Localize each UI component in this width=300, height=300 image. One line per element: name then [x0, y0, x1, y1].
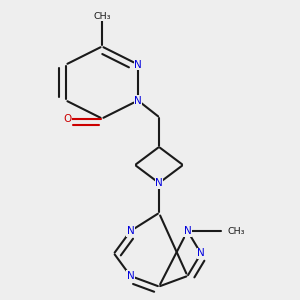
Text: CH₃: CH₃	[93, 12, 111, 21]
Text: N: N	[134, 59, 142, 70]
Text: N: N	[184, 226, 191, 236]
Text: N: N	[134, 95, 142, 106]
Text: N: N	[197, 248, 205, 259]
Text: N: N	[127, 226, 134, 236]
Text: N: N	[127, 271, 134, 281]
Text: O: O	[63, 113, 72, 124]
Text: CH₃: CH₃	[228, 226, 245, 236]
Text: N: N	[155, 178, 163, 188]
